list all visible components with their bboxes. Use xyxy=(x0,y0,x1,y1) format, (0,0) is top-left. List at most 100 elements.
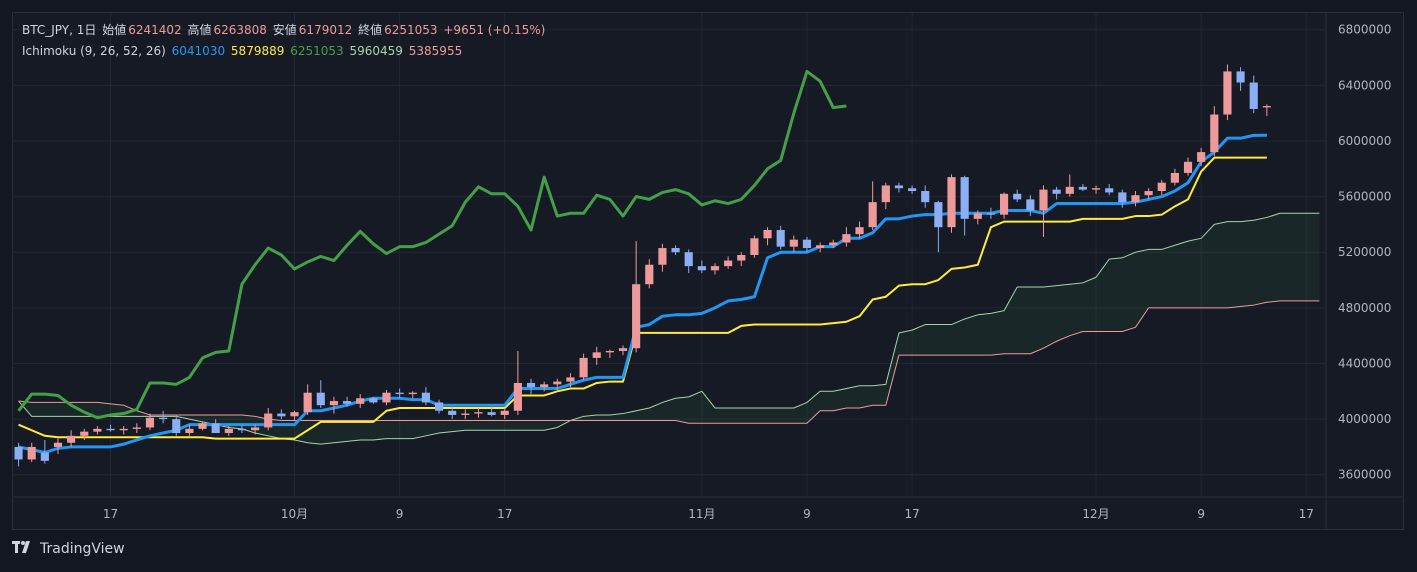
y-tick-label: 5600000 xyxy=(1338,190,1391,204)
y-tick-label: 6800000 xyxy=(1338,23,1391,37)
indicator-legend-row: Ichimoku (9, 26, 52, 26) 6041030 5879889… xyxy=(22,41,547,62)
candle-body xyxy=(290,412,299,417)
candle-body xyxy=(1105,188,1114,193)
candle-body xyxy=(251,427,260,431)
candle-body xyxy=(645,264,654,285)
price-legend-row: BTC_JPY, 1日 始値 6241402 高値 6263808 安値 617901… xyxy=(22,20,547,41)
candle-body xyxy=(1131,195,1140,203)
candle-body xyxy=(53,442,63,447)
candle-body xyxy=(776,229,785,247)
candle-body xyxy=(67,435,76,443)
y-tick-label: 3600000 xyxy=(1338,468,1391,482)
candle-body xyxy=(106,428,115,431)
tradingview-logo[interactable]: TradingView xyxy=(12,541,125,557)
candle-body xyxy=(855,227,864,235)
candle-body xyxy=(816,245,825,249)
base-value: 5879889 xyxy=(230,44,285,58)
symbol-label[interactable]: BTC_JPY, 1日 xyxy=(22,23,97,37)
candle-body xyxy=(579,357,588,378)
candle-body xyxy=(697,266,706,271)
legend: BTC_JPY, 1日 始値 6241402 高値 6263808 安値 617901… xyxy=(22,20,547,62)
x-tick-label: 17 xyxy=(497,507,512,521)
tradingview-name: TradingView xyxy=(40,541,125,557)
candle-body xyxy=(1197,152,1206,162)
candle-body xyxy=(408,392,417,395)
candle-body xyxy=(500,410,509,415)
senkou-span-b-line xyxy=(18,300,1320,424)
candle-body xyxy=(566,377,575,382)
candle-body xyxy=(132,427,141,429)
candle-body xyxy=(868,202,877,228)
candle-body xyxy=(1052,189,1061,194)
candle-body xyxy=(1065,186,1074,194)
candle-body xyxy=(395,392,404,395)
candle-body xyxy=(973,213,982,219)
candle-body xyxy=(461,413,470,415)
candle-body xyxy=(145,417,155,428)
x-tick-label: 17 xyxy=(103,507,118,521)
candle-body xyxy=(369,398,378,403)
chart-pane[interactable] xyxy=(12,12,1404,530)
x-tick-label: 12月 xyxy=(1082,507,1109,521)
candle-body xyxy=(159,417,168,420)
candle-body xyxy=(421,392,430,403)
kumo-cloud xyxy=(18,213,1320,445)
kijun-sen-line xyxy=(18,156,1267,440)
candle-body xyxy=(618,348,628,351)
y-tick-label: 4400000 xyxy=(1338,356,1391,370)
candle-body xyxy=(1013,193,1022,200)
indicator-label[interactable]: Ichimoku (9, 26, 52, 26) xyxy=(22,44,166,58)
y-tick-label: 4000000 xyxy=(1338,412,1391,426)
candle-body xyxy=(1144,191,1153,196)
candle-body xyxy=(1039,189,1048,211)
candle-body xyxy=(487,412,496,415)
tradingview-icon xyxy=(12,541,34,557)
candle-body xyxy=(224,428,233,434)
candle-body xyxy=(921,191,930,203)
candle-body xyxy=(763,229,772,239)
candle-body xyxy=(540,384,549,388)
y-tick-label: 6000000 xyxy=(1338,134,1391,148)
candle-body xyxy=(789,239,798,247)
candle-body xyxy=(710,266,720,271)
y-tick-label: 5200000 xyxy=(1338,245,1391,259)
x-tick-label: 17 xyxy=(904,507,919,521)
high-value: 6263808 xyxy=(213,23,267,37)
candle-body xyxy=(1118,192,1127,203)
x-tick-label: 10月 xyxy=(281,507,308,521)
candle-body xyxy=(553,381,562,385)
candle-body xyxy=(513,382,522,411)
candle-body xyxy=(829,242,838,246)
candle-body xyxy=(434,402,444,411)
x-tick-label: 9 xyxy=(1197,507,1205,521)
y-tick-label: 6400000 xyxy=(1338,78,1391,92)
candle-body xyxy=(1183,161,1193,173)
y-tick-label: 4800000 xyxy=(1338,301,1391,315)
tenkan-sen-line xyxy=(18,133,1267,454)
candle-body xyxy=(1078,186,1087,190)
candle-body xyxy=(908,188,917,192)
candle-body xyxy=(27,446,36,460)
low-value: 6179012 xyxy=(298,23,353,37)
candle-body xyxy=(1170,172,1179,183)
candle-body xyxy=(737,255,746,261)
candle-body xyxy=(1157,182,1166,192)
candle-body xyxy=(119,428,128,431)
candle-body xyxy=(671,248,680,253)
high-label: 高値 xyxy=(187,23,212,37)
candle-body xyxy=(999,193,1009,215)
candle-body xyxy=(1210,114,1219,153)
candle-body xyxy=(277,413,286,417)
candle-body xyxy=(526,382,536,388)
candle-body xyxy=(1091,188,1101,190)
candle-body xyxy=(14,446,23,460)
candle-body xyxy=(264,413,273,428)
candle-body xyxy=(934,202,943,228)
open-label: 始値 xyxy=(102,23,127,37)
close-value: 6251053 xyxy=(384,23,438,37)
lagging-value: 6251053 xyxy=(290,44,344,58)
candle-body xyxy=(802,239,812,249)
candle-body xyxy=(1026,199,1035,211)
candle-body xyxy=(1249,82,1258,109)
